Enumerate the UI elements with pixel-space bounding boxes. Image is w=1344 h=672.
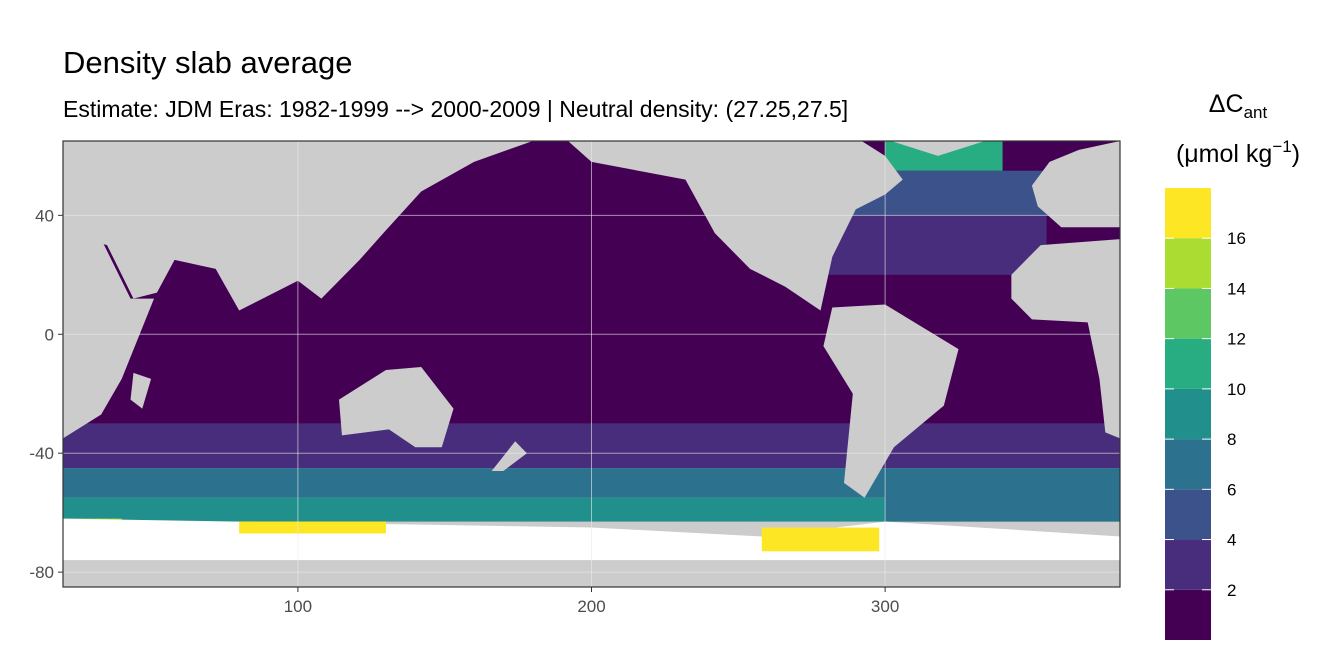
land	[1031, 141, 1120, 228]
legend-swatch	[1165, 338, 1211, 389]
legend-swatch	[1165, 238, 1211, 289]
land	[130, 372, 152, 409]
legend-swatch	[1165, 489, 1211, 540]
y-tick-label: -80	[29, 563, 54, 582]
legend-label: 12	[1227, 330, 1246, 349]
legend-swatch	[1165, 188, 1211, 239]
legend-swatch	[1165, 388, 1211, 440]
chart-subtitle: Estimate: JDM Eras: 1982-1999 --> 2000-2…	[63, 96, 848, 122]
legend-subscript: ant	[1244, 103, 1268, 122]
x-tick-label: 200	[577, 597, 605, 616]
cell	[239, 521, 386, 534]
legend-label: 16	[1227, 229, 1246, 248]
legend-title: ΔCant	[1209, 90, 1268, 122]
y-tick-label: 0	[45, 325, 54, 344]
legend-label: 6	[1227, 480, 1236, 499]
land	[63, 233, 155, 439]
legend-superscript: −1	[1272, 137, 1291, 156]
legend-swatch	[1165, 439, 1211, 490]
x-tick-label: 100	[284, 597, 312, 616]
legend-label: 2	[1227, 581, 1236, 600]
legend-symbol: ΔC	[1209, 90, 1244, 118]
legend-swatch	[1165, 288, 1211, 339]
y-tick-label: 40	[35, 206, 54, 225]
legend-unit-text: (μmol kg	[1176, 140, 1272, 168]
cell	[885, 476, 1120, 522]
legend-label: 4	[1227, 531, 1236, 550]
legend: 2 4 6 8 10 12 14 16	[1165, 188, 1246, 640]
legend-swatch	[1165, 539, 1211, 590]
land	[568, 141, 903, 311]
chart-title: Density slab average	[63, 45, 353, 80]
land	[823, 304, 959, 498]
legend-swatch	[1165, 589, 1211, 640]
x-tick-label: 300	[871, 597, 899, 616]
legend-unit: (μmol kg−1)	[1176, 137, 1300, 168]
legend-label: 14	[1227, 279, 1246, 298]
cell	[761, 527, 880, 552]
legend-close: )	[1292, 140, 1300, 168]
cell	[826, 215, 1047, 275]
y-tick-label: -40	[29, 444, 54, 463]
legend-label: 8	[1227, 430, 1236, 449]
land	[1011, 239, 1120, 439]
land	[338, 366, 454, 448]
land	[890, 141, 985, 156]
land	[491, 441, 527, 472]
legend-label: 10	[1227, 380, 1246, 399]
